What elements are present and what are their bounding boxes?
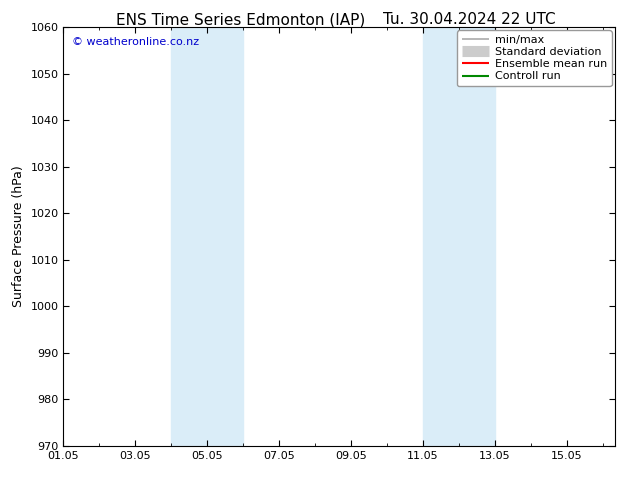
Text: Tu. 30.04.2024 22 UTC: Tu. 30.04.2024 22 UTC [383, 12, 555, 27]
Bar [171, 27, 243, 446]
Legend: min/max, Standard deviation, Ensemble mean run, Controll run: min/max, Standard deviation, Ensemble me… [457, 30, 612, 86]
Text: © weatheronline.co.nz: © weatheronline.co.nz [72, 37, 199, 48]
Bar [423, 27, 495, 446]
Y-axis label: Surface Pressure (hPa): Surface Pressure (hPa) [12, 166, 25, 307]
Text: ENS Time Series Edmonton (IAP): ENS Time Series Edmonton (IAP) [116, 12, 366, 27]
